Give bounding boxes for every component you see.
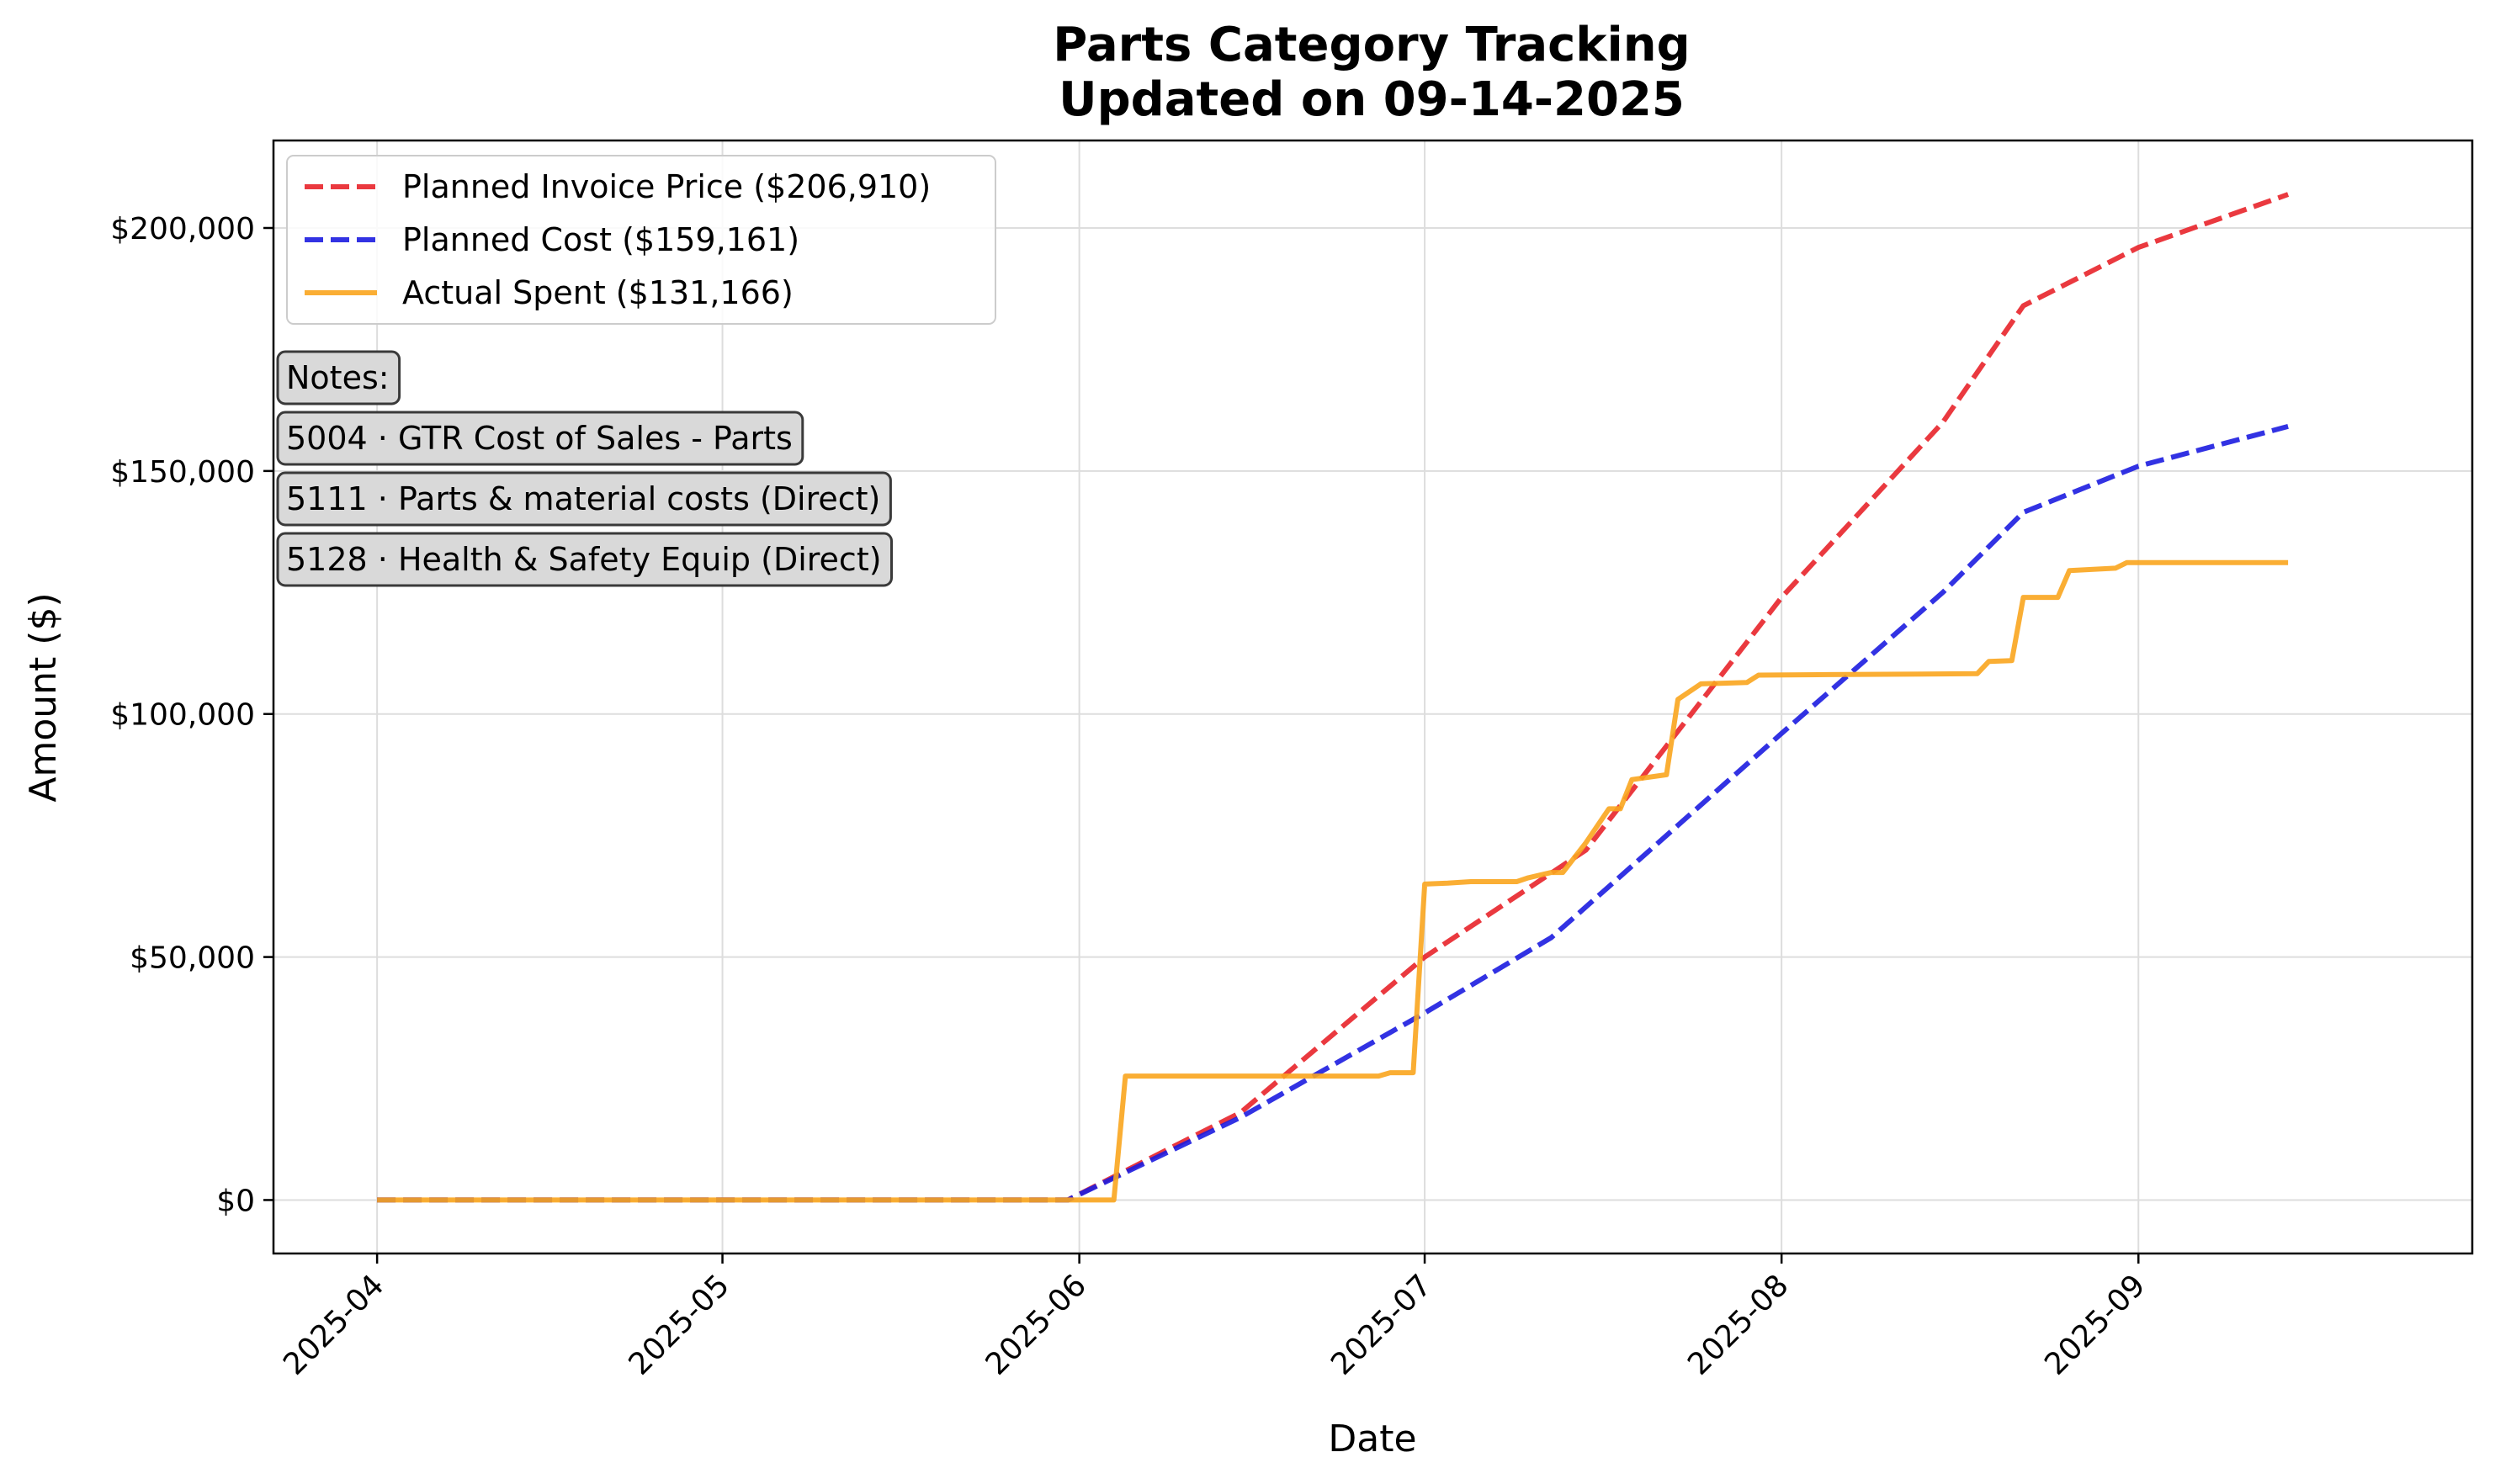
x-tick-label: 2025-05 — [623, 1268, 736, 1381]
note-text: Notes: — [286, 359, 390, 396]
note-box — [276, 532, 893, 587]
legend-box — [286, 155, 996, 325]
x-tick-label: 2025-04 — [277, 1268, 390, 1381]
legend: Planned Invoice Price ($206,910) Planned … — [286, 155, 996, 325]
legend-label: Actual Spent ($131,166) — [402, 274, 794, 311]
series-line-2 — [377, 559, 2289, 1203]
note-box — [276, 471, 892, 527]
note-item: 5111 · Parts & material costs (Direct) — [276, 471, 892, 527]
chart-title: Parts Category Tracking — [1053, 18, 1690, 72]
y-tick-label: $100,000 — [110, 698, 255, 733]
x-axis: 2025-04 2025-05 2025-06 2025-07 2025-08 2025-… — [277, 1253, 2153, 1382]
legend-label: Planned Cost ($159,161) — [402, 221, 799, 258]
series-line-0 — [377, 192, 2290, 1203]
note-box — [276, 350, 401, 405]
x-tick-label: 2025-08 — [1681, 1268, 1795, 1381]
y-tick-label: $150,000 — [110, 455, 255, 490]
y-axis-title: Amount ($) — [22, 592, 65, 802]
x-axis-title: Date — [1328, 1418, 1416, 1460]
note-text: 5128 · Health & Safety Equip (Direct) — [286, 541, 882, 578]
note-box — [276, 411, 804, 466]
y-axis: $0 $50,000 $100,000 $150,000 $200,000 — [110, 212, 273, 1218]
x-tick-label: 2025-09 — [2038, 1268, 2152, 1381]
x-tick-label: 2025-06 — [979, 1268, 1093, 1381]
series-line-1 — [377, 424, 2289, 1203]
note-item: 5004 · GTR Cost of Sales - Parts — [276, 411, 804, 466]
plot-area-frame — [272, 139, 2474, 1255]
y-tick-label: $0 — [216, 1184, 255, 1218]
legend-label: Planned Invoice Price ($206,910) — [402, 168, 931, 205]
y-tick-label: $200,000 — [110, 212, 255, 246]
note-item: 5128 · Health & Safety Equip (Direct) — [276, 532, 893, 587]
notes-panel: Notes: 5004 · GTR Cost of Sales - Parts 51… — [276, 350, 893, 587]
note-text: 5111 · Parts & material costs (Direct) — [286, 480, 880, 517]
x-tick-label: 2025-07 — [1324, 1268, 1438, 1381]
chart-subtitle: Updated on 09-14-2025 — [1059, 72, 1685, 127]
y-tick-label: $50,000 — [130, 941, 255, 976]
series-lines — [377, 192, 2290, 1203]
notes-heading: Notes: — [276, 350, 401, 405]
note-text: 5004 · GTR Cost of Sales - Parts — [286, 420, 793, 457]
